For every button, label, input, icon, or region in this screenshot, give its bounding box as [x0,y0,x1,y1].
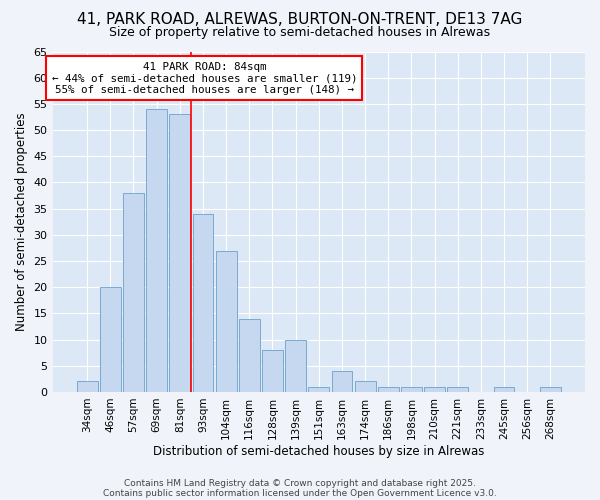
Bar [123,193,144,392]
Bar [216,250,236,392]
Bar [77,382,98,392]
Text: Contains public sector information licensed under the Open Government Licence v3: Contains public sector information licen… [103,488,497,498]
Bar [332,371,352,392]
Bar [262,350,283,392]
Text: 41, PARK ROAD, ALREWAS, BURTON-ON-TRENT, DE13 7AG: 41, PARK ROAD, ALREWAS, BURTON-ON-TRENT,… [77,12,523,28]
Bar [193,214,214,392]
Bar [239,318,260,392]
Bar [146,109,167,392]
Bar [378,386,398,392]
Bar [401,386,422,392]
Bar [494,386,514,392]
Text: 41 PARK ROAD: 84sqm
← 44% of semi-detached houses are smaller (119)
55% of semi-: 41 PARK ROAD: 84sqm ← 44% of semi-detach… [52,62,357,95]
Y-axis label: Number of semi-detached properties: Number of semi-detached properties [15,112,28,331]
Bar [308,386,329,392]
Bar [355,382,376,392]
Bar [448,386,468,392]
Text: Contains HM Land Registry data © Crown copyright and database right 2025.: Contains HM Land Registry data © Crown c… [124,478,476,488]
Bar [100,287,121,392]
Bar [285,340,306,392]
Bar [540,386,561,392]
Bar [424,386,445,392]
Bar [169,114,190,392]
X-axis label: Distribution of semi-detached houses by size in Alrewas: Distribution of semi-detached houses by … [153,444,484,458]
Text: Size of property relative to semi-detached houses in Alrewas: Size of property relative to semi-detach… [109,26,491,39]
